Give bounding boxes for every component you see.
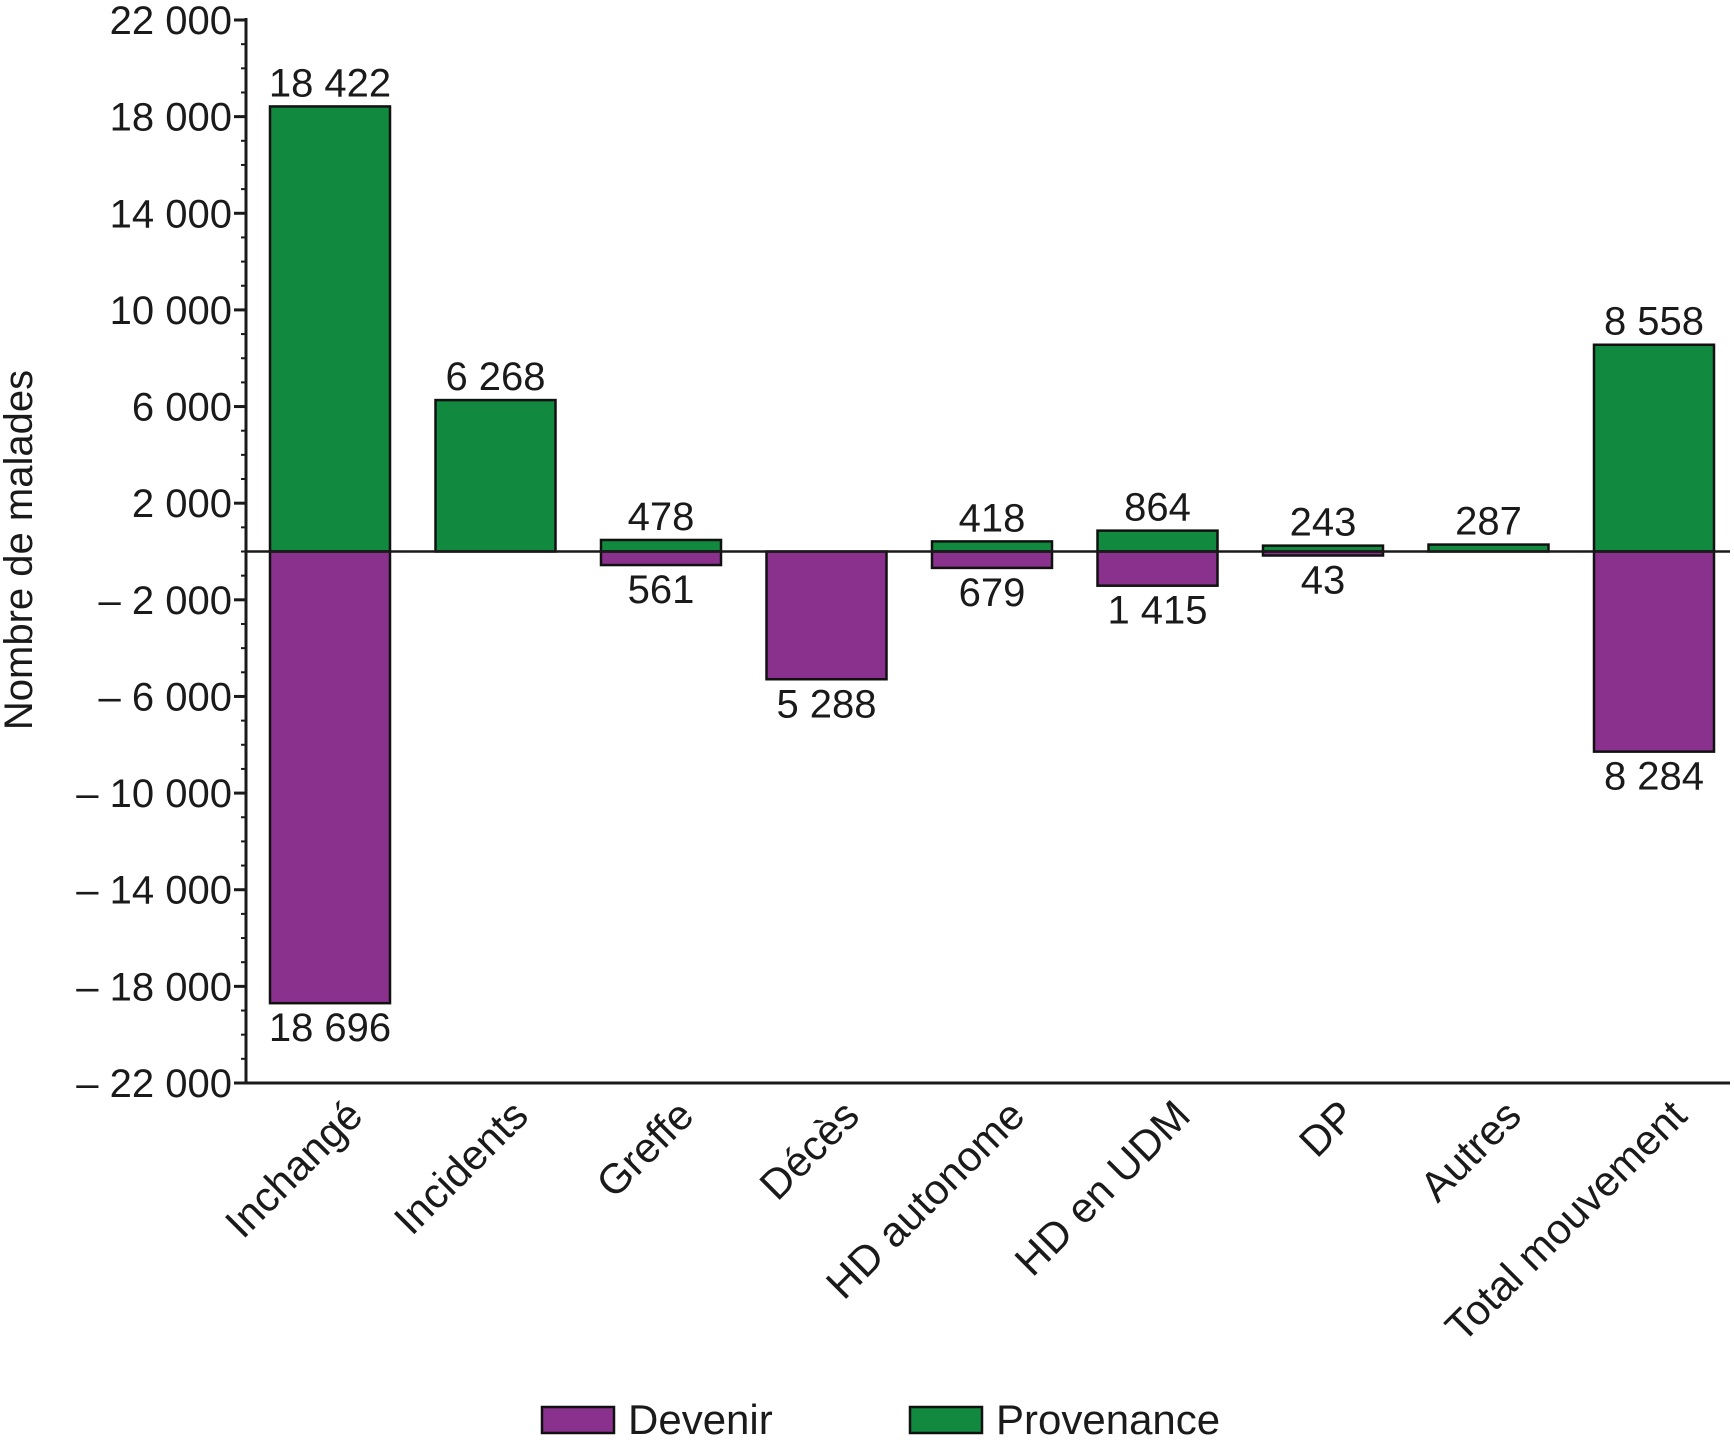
data-label-devenir: 1 415 bbox=[1107, 589, 1207, 633]
data-label-devenir: 8 284 bbox=[1604, 755, 1704, 799]
y-tick-label: – 22 000 bbox=[76, 1062, 232, 1106]
legend-swatch bbox=[908, 1405, 984, 1435]
data-label-provenance: 8 558 bbox=[1604, 300, 1704, 344]
x-tick-label: HD en UDM bbox=[1006, 1091, 1199, 1284]
x-tick-label: Décès bbox=[750, 1091, 867, 1208]
y-tick-label: – 14 000 bbox=[76, 869, 232, 913]
y-axis-label: Nombre de malades bbox=[0, 370, 41, 730]
data-label-devenir: 43 bbox=[1301, 559, 1346, 603]
data-label-provenance: 6 268 bbox=[445, 355, 545, 399]
x-tick-label: DP bbox=[1290, 1091, 1365, 1166]
legend-label: Devenir bbox=[628, 1396, 773, 1440]
y-tick-label: – 6 000 bbox=[99, 675, 232, 719]
data-label-provenance: 243 bbox=[1290, 501, 1357, 545]
x-tick-label: Greffe bbox=[587, 1091, 702, 1206]
bar-provenance bbox=[268, 105, 392, 553]
bar-devenir bbox=[599, 550, 723, 567]
x-tick-label: Autres bbox=[1411, 1091, 1530, 1210]
y-tick-label: – 2 000 bbox=[99, 579, 232, 623]
data-label-devenir: 679 bbox=[959, 571, 1026, 615]
bar-provenance bbox=[1096, 529, 1219, 553]
data-label-provenance: 418 bbox=[959, 496, 1026, 540]
legend: Devenir Provenance bbox=[540, 1396, 1220, 1440]
data-label-devenir: 561 bbox=[628, 568, 695, 612]
bar-provenance bbox=[930, 540, 1054, 553]
bar-provenance bbox=[599, 538, 723, 553]
data-label-provenance: 864 bbox=[1124, 486, 1191, 530]
y-tick-label: – 18 000 bbox=[76, 965, 232, 1009]
data-label-provenance: 287 bbox=[1455, 500, 1522, 544]
y-tick-label: 10 000 bbox=[110, 289, 232, 333]
y-tick-label: 18 000 bbox=[110, 96, 232, 140]
data-label-provenance: 18 422 bbox=[269, 61, 391, 105]
data-label-devenir: 5 288 bbox=[776, 682, 876, 726]
y-tick-label: 6 000 bbox=[132, 386, 232, 430]
y-tick-label: 22 000 bbox=[110, 0, 232, 43]
legend-swatch bbox=[540, 1405, 616, 1435]
y-tick-label: 14 000 bbox=[110, 192, 232, 236]
bar-devenir bbox=[765, 550, 888, 681]
bar-provenance bbox=[1592, 343, 1716, 553]
bar-devenir bbox=[930, 550, 1054, 570]
data-labels: 18 422 18 696 6 268 478 561 5 288 418 679 864 1 4… bbox=[269, 61, 1704, 1050]
bar-devenir bbox=[268, 550, 392, 1005]
bar-devenir bbox=[1096, 550, 1219, 587]
x-tick-label: Inchangé bbox=[216, 1091, 371, 1246]
data-label-devenir: 18 696 bbox=[269, 1006, 391, 1050]
bar-provenance bbox=[434, 398, 557, 553]
bar-devenir bbox=[1592, 550, 1716, 753]
x-tick-label: Incidents bbox=[385, 1091, 537, 1243]
legend-label: Provenance bbox=[996, 1396, 1220, 1440]
y-tick-label: – 10 000 bbox=[76, 772, 232, 816]
data-label-provenance: 478 bbox=[628, 495, 695, 539]
bars bbox=[268, 105, 1716, 1005]
y-axis: 22 000 18 000 14 000 10 000 6 000 2 000 – 2 00… bbox=[76, 0, 248, 1106]
y-tick-label: 2 000 bbox=[132, 482, 232, 526]
